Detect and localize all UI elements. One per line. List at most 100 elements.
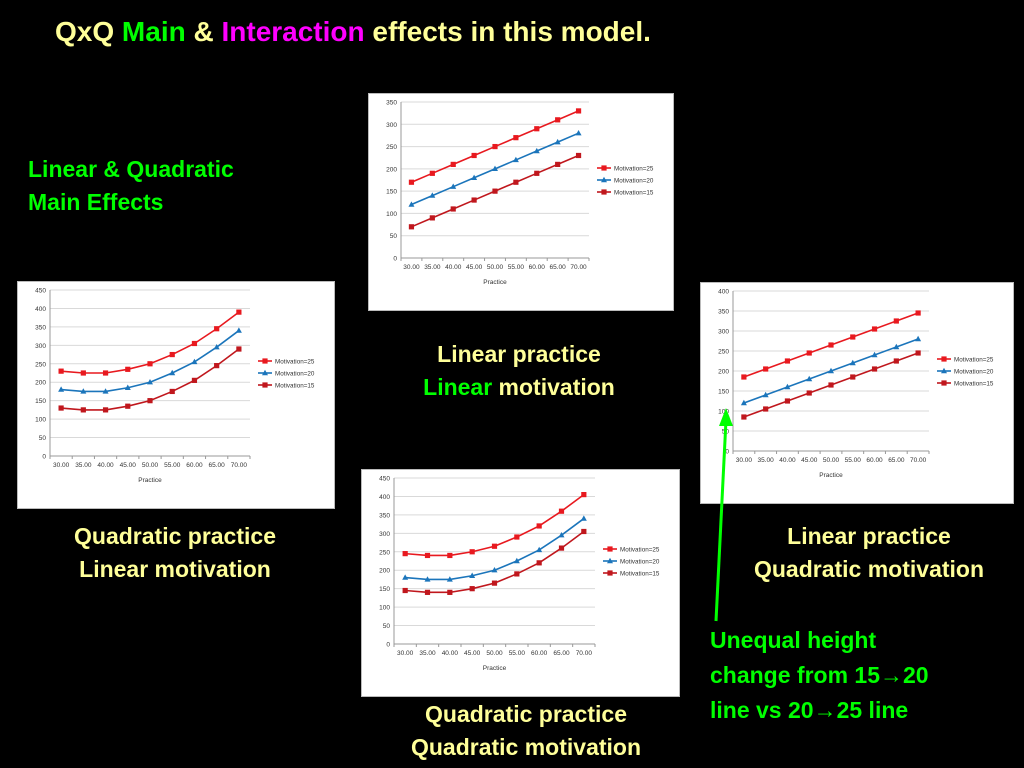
- chart-left: 0 50 100 150 200 250 300 350 400 450 30.00 35.00 40.…: [35, 288, 315, 485]
- y-tick-label: 100: [386, 211, 397, 218]
- data-point-triangle: [147, 379, 153, 385]
- data-point-square: [871, 326, 878, 332]
- x-tick-label: 60.00: [186, 462, 203, 469]
- data-point-square: [850, 374, 856, 380]
- data-point-square: [741, 414, 747, 420]
- y-tick-label: 200: [379, 568, 390, 575]
- y-tick-label: 350: [379, 512, 390, 519]
- data-point-triangle: [402, 574, 409, 580]
- caption-bottom-line2: Quadratic motivation: [410, 734, 642, 760]
- data-point-square: [214, 326, 220, 332]
- data-point-square: [741, 374, 747, 380]
- data-point-triangle: [575, 130, 582, 136]
- chart-right: 0 50 100 150 200 250 300 350 400 30.00 35.00 40.00 4…: [718, 289, 994, 480]
- data-point-triangle: [580, 515, 587, 521]
- data-point-triangle: [471, 174, 478, 180]
- y-tick-label: 400: [718, 289, 729, 296]
- data-point-triangle: [102, 388, 109, 394]
- chart-top: 0 50 100 150 200 250 300 350 30.00 35.00 40.00 45.0…: [386, 100, 654, 287]
- data-point-square: [169, 388, 175, 395]
- legend-label: Motivation=25: [954, 357, 994, 364]
- data-point-square: [80, 407, 86, 413]
- x-tick-label: 70.00: [576, 650, 593, 657]
- x-tick-label: 30.00: [397, 650, 414, 657]
- data-point-square: [125, 403, 131, 409]
- data-point-triangle: [213, 343, 220, 350]
- y-tick-label: 0: [725, 449, 729, 456]
- data-point-triangle: [512, 156, 519, 163]
- chart-panel-bottom: 0 50 100 150 200 250 300 350 400 450 30.00 35.00 40.…: [361, 469, 680, 697]
- data-point-triangle: [806, 375, 813, 382]
- x-axis-label: Practice: [819, 472, 843, 479]
- data-point-square: [893, 358, 899, 364]
- y-tick-label: 100: [35, 417, 46, 424]
- y-tick-label: 200: [718, 369, 729, 376]
- data-point-square: [871, 366, 878, 372]
- data-point-square: [58, 368, 64, 374]
- data-point-square: [763, 406, 769, 412]
- data-point-square: [447, 552, 453, 559]
- x-tick-label: 50.00: [487, 264, 504, 271]
- x-tick-label: 55.00: [508, 264, 525, 271]
- y-tick-label: 150: [386, 189, 397, 196]
- data-point-square: [80, 370, 86, 376]
- data-point-triangle: [80, 388, 87, 394]
- x-tick-label: 45.00: [464, 650, 481, 657]
- data-point-triangle: [124, 384, 131, 390]
- data-point-square: [471, 197, 477, 203]
- x-tick-label: 50.00: [823, 457, 840, 464]
- chart-panel-right: 0 50 100 150 200 250 300 350 400 30.00 35.00 40.00 4…: [700, 282, 1014, 504]
- data-point-triangle: [424, 576, 431, 582]
- data-point-triangle: [469, 572, 476, 578]
- y-tick-label: 200: [386, 166, 397, 173]
- y-tick-label: 150: [35, 398, 46, 405]
- data-point-square: [941, 356, 947, 362]
- title-suffix: effects in this model.: [364, 16, 651, 47]
- y-tick-label: 450: [379, 476, 390, 483]
- data-point-square: [558, 545, 565, 551]
- data-point-square: [102, 370, 109, 376]
- x-tick-label: 70.00: [231, 462, 248, 469]
- data-point-triangle: [536, 546, 543, 553]
- legend-label: Motivation=25: [620, 547, 660, 554]
- data-point-square: [191, 340, 198, 347]
- caption-bottom: Quadratic practice Quadratic motivation: [376, 698, 676, 764]
- x-tick-label: 35.00: [75, 462, 92, 469]
- x-axis-label: Practice: [483, 665, 507, 672]
- data-point-triangle: [849, 359, 856, 366]
- y-tick-label: 300: [386, 122, 397, 129]
- data-point-square: [915, 350, 921, 356]
- x-tick-label: 40.00: [97, 462, 114, 469]
- chart-panel-top: 0 50 100 150 200 250 300 350 30.00 35.00 40.00 45.0…: [368, 93, 674, 311]
- caption-right: Linear practice Quadratic motivation: [718, 520, 1020, 586]
- note-line1: Unequal height: [710, 627, 877, 653]
- data-point-square: [607, 546, 613, 552]
- data-point-triangle: [762, 391, 769, 398]
- data-point-square: [806, 390, 812, 396]
- y-tick-label: 150: [718, 389, 729, 396]
- data-point-triangle: [915, 335, 922, 342]
- x-tick-label: 55.00: [845, 457, 862, 464]
- x-tick-label: 65.00: [553, 650, 570, 657]
- data-point-square: [601, 165, 607, 171]
- legend-label: Motivation=15: [614, 190, 654, 197]
- data-point-square: [806, 350, 812, 356]
- note-line3-b: 25 line: [836, 697, 909, 723]
- data-point-triangle: [235, 327, 242, 333]
- title-prefix: QxQ: [55, 16, 122, 47]
- x-tick-label: 35.00: [419, 650, 436, 657]
- y-tick-label: 350: [386, 100, 397, 107]
- x-tick-label: 35.00: [424, 264, 441, 271]
- x-tick-label: 50.00: [142, 462, 159, 469]
- data-point-square: [262, 382, 268, 388]
- y-tick-label: 0: [393, 256, 397, 263]
- data-point-triangle: [191, 358, 198, 365]
- y-tick-label: 50: [39, 435, 47, 442]
- y-tick-label: 100: [718, 409, 729, 416]
- x-tick-label: 30.00: [53, 462, 70, 469]
- data-point-triangle: [446, 576, 453, 582]
- x-tick-label: 65.00: [888, 457, 905, 464]
- page-title: QxQ Main & Interaction effects in this m…: [55, 16, 651, 48]
- data-point-triangle: [513, 557, 520, 564]
- x-tick-label: 70.00: [910, 457, 927, 464]
